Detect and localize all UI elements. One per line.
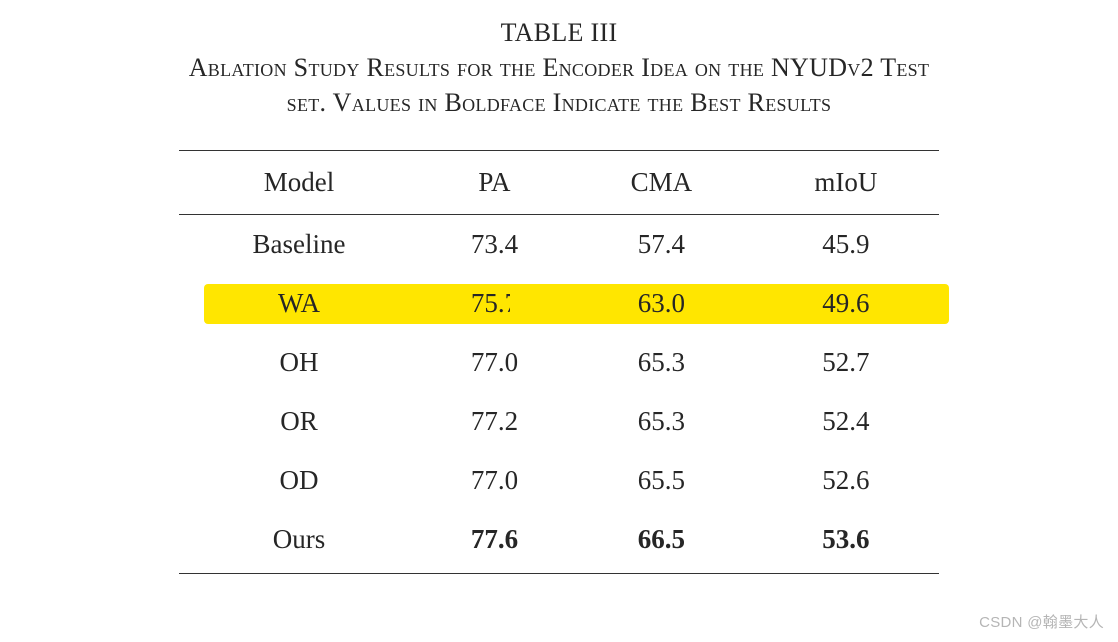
cell-pa: 77.0 [419, 333, 570, 392]
col-model: Model [179, 151, 419, 215]
cell-pa: 73.4 [419, 215, 570, 275]
cell-value: 53.6 [822, 524, 869, 554]
cell-value: 52.6 [822, 465, 869, 495]
caption-line1: Ablation Study Results for the Encoder I… [189, 53, 930, 82]
cell-model: OR [179, 392, 419, 451]
cell-cma: 65.3 [570, 392, 753, 451]
table-row: WA75.763.049.6 [179, 274, 939, 333]
cell-value: 77.0 [471, 465, 518, 495]
cell-value: 77.6 [471, 524, 518, 554]
cell-model: Ours [179, 510, 419, 574]
header-row: Model PA CMA mIoU [179, 151, 939, 215]
table-row: Ours 77.6 66.5 53.6 [179, 510, 939, 574]
cell-pa: 77.2 [419, 392, 570, 451]
cell-value: 77.2 [471, 406, 518, 436]
cell-cma: 66.5 [570, 510, 753, 574]
cell-value: OH [280, 347, 319, 377]
table-row: OD 77.0 65.5 52.6 [179, 451, 939, 510]
cell-value: 65.3 [638, 406, 685, 436]
col-cma: CMA [570, 151, 753, 215]
cell-value: 52.7 [822, 347, 869, 377]
cell-miou: 52.6 [753, 451, 939, 510]
watermark: CSDN @翰墨大人 [979, 611, 1104, 632]
cell-value: 52.4 [822, 406, 869, 436]
caption-line2: set. Values in Boldface Indicate the Bes… [287, 88, 832, 117]
cell-value: 57.4 [638, 229, 685, 259]
cell-value: Ours [273, 524, 326, 554]
cell-value: WA [278, 288, 320, 318]
cell-miou: 49.6 [753, 274, 939, 333]
cell-model: OD [179, 451, 419, 510]
table-row: OH 77.0 65.3 52.7 [179, 333, 939, 392]
col-miou: mIoU [753, 151, 939, 215]
cell-cma: 65.3 [570, 333, 753, 392]
table-container: Model PA CMA mIoU Baseline 73.4 57.4 45.9 WA… [20, 150, 1098, 574]
table-label: TABLE III [501, 18, 618, 47]
cell-value: OD [280, 465, 319, 495]
cell-pa: 77.0 [419, 451, 570, 510]
table-body: Baseline73.457.445.9WA75.763.049.6OH77.0… [179, 215, 939, 574]
cell-model: Baseline [179, 215, 419, 275]
cell-value: 73.4 [471, 229, 518, 259]
cell-value: 63.0 [638, 288, 685, 318]
cell-value: 45.9 [822, 229, 869, 259]
cell-value: Baseline [253, 229, 346, 259]
cell-cma: 57.4 [570, 215, 753, 275]
cell-cma: 65.5 [570, 451, 753, 510]
cell-value: 77.0 [471, 347, 518, 377]
cell-miou: 52.7 [753, 333, 939, 392]
cell-pa: 77.6 [419, 510, 570, 574]
cell-model: OH [179, 333, 419, 392]
cell-value: 66.5 [638, 524, 685, 554]
cell-value: OR [280, 406, 318, 436]
cell-miou: 52.4 [753, 392, 939, 451]
table-row: Baseline 73.4 57.4 45.9 [179, 215, 939, 275]
cell-value: 65.5 [638, 465, 685, 495]
col-pa: PA [419, 151, 570, 215]
results-table: Model PA CMA mIoU Baseline 73.4 57.4 45.9 WA… [179, 150, 939, 574]
cell-miou: 53.6 [753, 510, 939, 574]
table-row: OR 77.2 65.3 52.4 [179, 392, 939, 451]
cell-miou: 45.9 [753, 215, 939, 275]
table-caption: TABLE III Ablation Study Results for the… [20, 15, 1098, 120]
cell-value: 65.3 [638, 347, 685, 377]
cell-value: 49.6 [822, 288, 869, 318]
